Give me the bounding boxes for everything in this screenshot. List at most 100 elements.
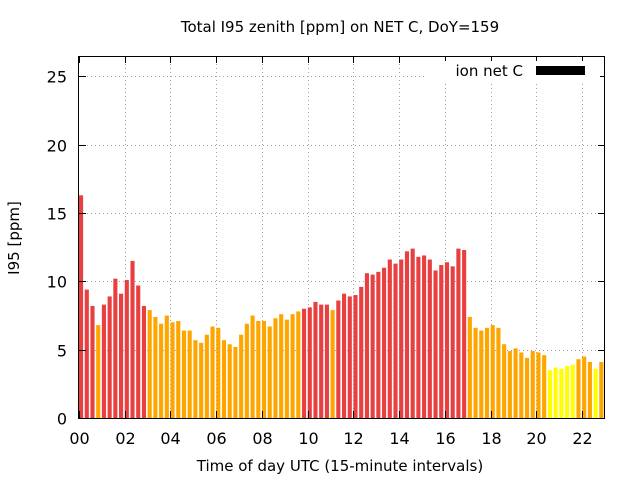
bar bbox=[542, 355, 547, 418]
bar bbox=[382, 267, 387, 418]
bar bbox=[564, 366, 570, 418]
bar bbox=[416, 256, 421, 418]
bar bbox=[170, 322, 175, 418]
bar bbox=[576, 359, 581, 418]
bar bbox=[313, 301, 318, 418]
bar bbox=[553, 367, 558, 418]
bar bbox=[119, 293, 124, 418]
bar bbox=[433, 270, 438, 418]
bar bbox=[187, 330, 192, 418]
bar bbox=[547, 370, 552, 418]
bar bbox=[462, 249, 467, 418]
bar bbox=[267, 326, 272, 418]
bar bbox=[176, 321, 181, 418]
x-tick-label: 12 bbox=[343, 429, 363, 448]
bar bbox=[204, 334, 209, 418]
x-tick-label: 22 bbox=[572, 429, 592, 448]
legend-swatch bbox=[536, 66, 585, 75]
bar bbox=[319, 304, 324, 418]
bar bbox=[524, 357, 530, 418]
bar bbox=[113, 278, 118, 418]
y-axis-label: I95 [ppm] bbox=[5, 201, 23, 275]
x-tick-label: 04 bbox=[160, 429, 180, 448]
y-tick-label: 0 bbox=[57, 410, 67, 429]
bar bbox=[473, 327, 478, 418]
bar bbox=[159, 323, 164, 418]
legend-label: ion net C bbox=[456, 62, 523, 80]
bar bbox=[347, 296, 352, 418]
bar bbox=[404, 251, 410, 418]
bar bbox=[536, 352, 541, 418]
bar bbox=[284, 319, 289, 418]
bar bbox=[244, 323, 249, 418]
x-tick-label: 00 bbox=[69, 429, 89, 448]
grid bbox=[79, 56, 605, 418]
bar bbox=[450, 266, 455, 418]
bar bbox=[342, 293, 347, 418]
bar bbox=[256, 321, 261, 418]
bar bbox=[193, 340, 198, 418]
bar bbox=[216, 327, 221, 418]
bar bbox=[393, 263, 398, 418]
bar bbox=[239, 334, 244, 418]
bar bbox=[164, 315, 169, 418]
bar bbox=[570, 364, 575, 418]
bar bbox=[181, 330, 187, 418]
bar bbox=[199, 342, 204, 418]
bar bbox=[233, 346, 238, 418]
bars bbox=[79, 195, 604, 418]
bar bbox=[410, 248, 415, 418]
legend: ion net C bbox=[426, 61, 600, 81]
x-tick-label: 06 bbox=[206, 429, 226, 448]
y-tick-label: 10 bbox=[47, 273, 67, 292]
bar bbox=[221, 340, 227, 418]
bar bbox=[427, 259, 432, 418]
bar bbox=[141, 305, 147, 418]
y-tick-label: 15 bbox=[47, 205, 67, 224]
bar bbox=[330, 310, 335, 418]
bar bbox=[502, 344, 507, 418]
x-tick-label: 08 bbox=[252, 429, 272, 448]
bar bbox=[250, 315, 255, 418]
bar bbox=[130, 260, 135, 418]
bar bbox=[210, 326, 215, 418]
bar bbox=[399, 259, 404, 418]
y-tick-label: 25 bbox=[47, 68, 67, 87]
x-tick-label: 20 bbox=[526, 429, 546, 448]
x-tick-label: 02 bbox=[115, 429, 135, 448]
bar bbox=[353, 295, 358, 418]
bar bbox=[79, 195, 84, 418]
bar bbox=[439, 265, 444, 418]
bar bbox=[456, 248, 461, 418]
bar bbox=[307, 307, 312, 418]
ticks: 0 5 10 15 20 25 00 02 04 06 08 10 12 14 16 18 20 22 bbox=[47, 56, 605, 448]
bar bbox=[124, 280, 129, 418]
bar bbox=[490, 325, 495, 418]
bar bbox=[513, 348, 518, 418]
x-tick-label: 18 bbox=[481, 429, 501, 448]
bar bbox=[227, 344, 232, 418]
bar bbox=[559, 368, 564, 418]
bar bbox=[107, 296, 112, 418]
bar bbox=[387, 259, 392, 418]
plot-frame bbox=[78, 56, 605, 419]
bar bbox=[90, 305, 95, 418]
bar bbox=[496, 327, 501, 418]
bar bbox=[530, 351, 535, 418]
bar bbox=[593, 368, 598, 418]
bar bbox=[147, 310, 152, 418]
bar bbox=[261, 321, 267, 418]
bar bbox=[359, 286, 364, 418]
bar bbox=[364, 273, 369, 418]
x-tick-label: 16 bbox=[435, 429, 455, 448]
bar bbox=[153, 316, 158, 418]
bar bbox=[273, 318, 278, 418]
bar bbox=[101, 304, 106, 418]
bar bbox=[479, 330, 484, 418]
bar bbox=[376, 271, 381, 418]
bar bbox=[599, 361, 604, 418]
bar bbox=[84, 289, 89, 418]
bar bbox=[467, 316, 472, 418]
chart-title: Total I95 zenith [ppm] on NET C, DoY=159 bbox=[180, 18, 499, 36]
